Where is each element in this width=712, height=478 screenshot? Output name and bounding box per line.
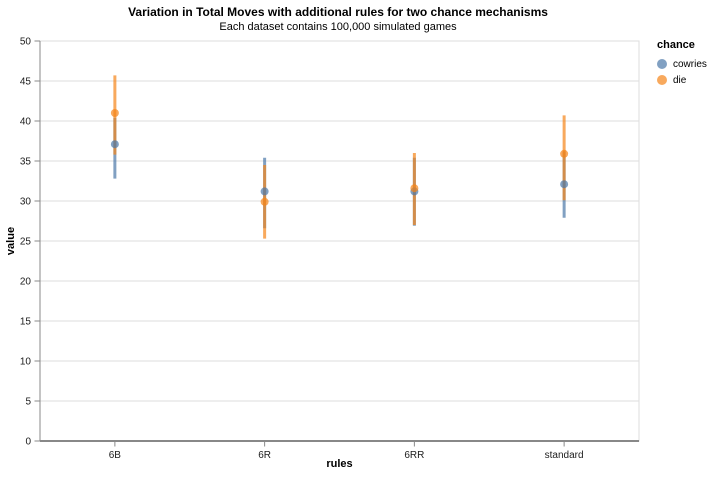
x-tick-label-6B: 6B (109, 450, 122, 461)
x-tick-label-6RR: 6RR (404, 450, 424, 461)
y-tick-label-40: 40 (20, 117, 32, 128)
y-tick-label-15: 15 (20, 317, 32, 328)
point-die-standard (560, 149, 569, 158)
y-tick-label-35: 35 (20, 157, 32, 168)
y-tick-label-50: 50 (20, 37, 32, 48)
legend-label-cowries: cowries (673, 58, 707, 70)
y-tick-label-20: 20 (20, 277, 32, 288)
legend-title: chance (657, 39, 695, 51)
legend-swatch-die (657, 75, 667, 85)
point-cowries-6R (260, 187, 269, 196)
point-die-6R (260, 197, 269, 206)
y-tick-label-10: 10 (20, 357, 32, 368)
point-die-6B (110, 109, 119, 117)
legend-item-cowries: cowries (657, 56, 707, 72)
legend: chance cowries die (657, 39, 707, 88)
legend-swatch-cowries (657, 59, 667, 69)
y-axis-title: value (5, 226, 17, 256)
legend-item-die: die (657, 72, 707, 88)
x-tick-label-6R: 6R (258, 450, 271, 461)
point-cowries-standard (560, 180, 569, 189)
y-tick-label-5: 5 (25, 397, 31, 408)
point-die-6RR (410, 184, 419, 193)
legend-items: cowries die (657, 56, 707, 88)
y-tick-label-25: 25 (20, 237, 32, 248)
x-axis-title: rules (326, 458, 353, 470)
chart-subtitle: Each dataset contains 100,000 simulated … (219, 21, 457, 33)
legend-label-die: die (673, 74, 687, 86)
x-tick-label-standard: standard (545, 450, 584, 461)
point-cowries-6B (110, 140, 119, 149)
y-tick-label-30: 30 (20, 197, 32, 208)
y-tick-label-45: 45 (20, 77, 32, 88)
chart-title: Variation in Total Moves with additional… (128, 5, 548, 19)
y-tick-label-0: 0 (25, 437, 31, 448)
